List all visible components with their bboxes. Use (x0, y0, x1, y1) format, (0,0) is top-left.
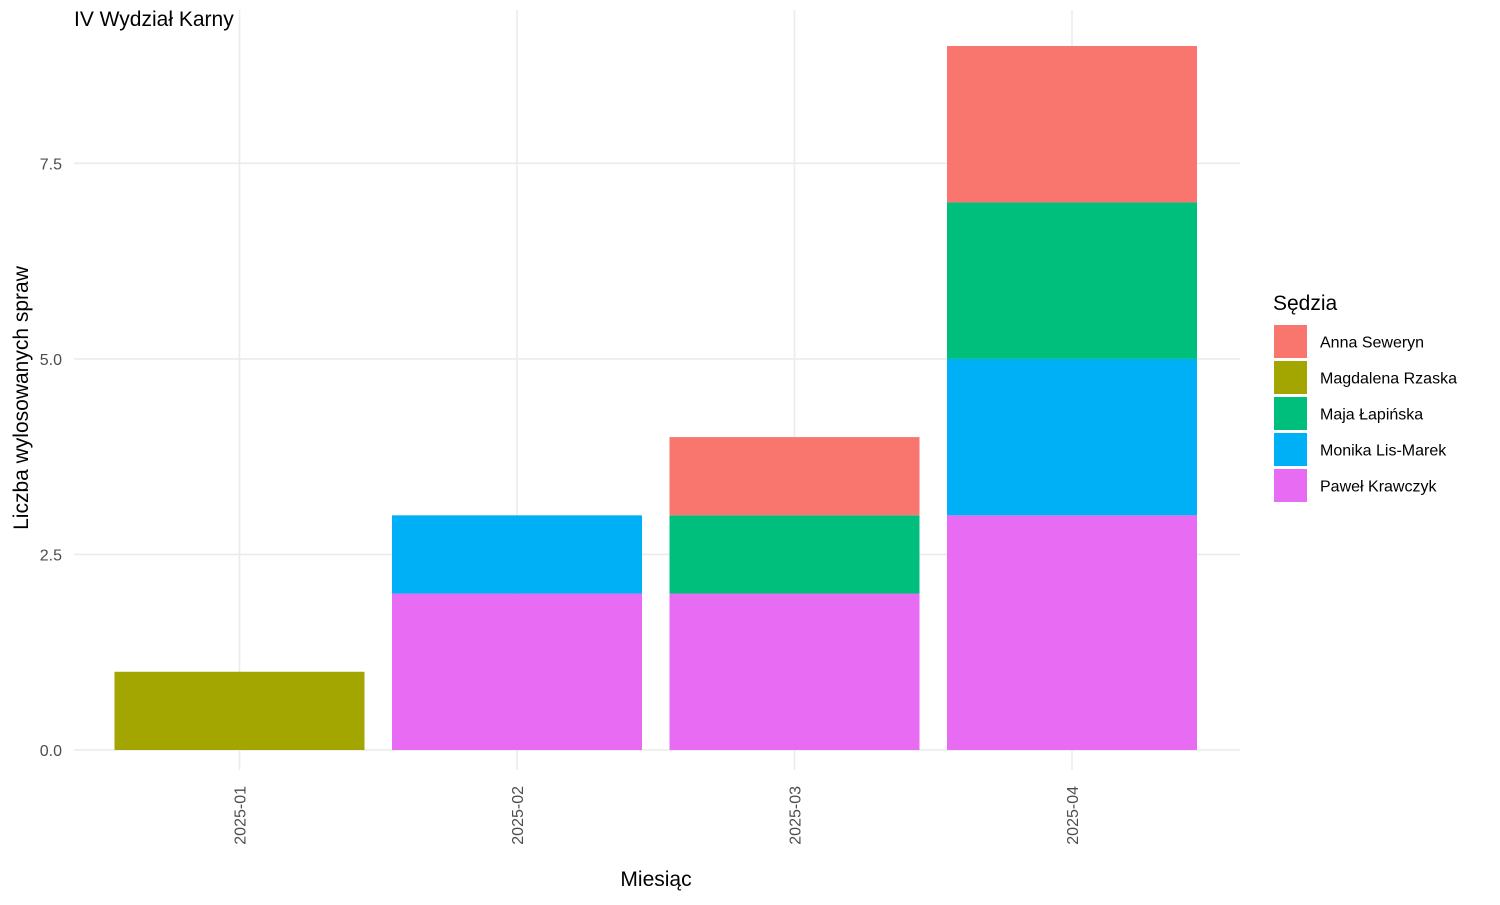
x-tick-label: 2025-01 (233, 786, 250, 845)
legend-key (1274, 397, 1307, 430)
y-tick-label: 0.0 (40, 743, 62, 760)
legend-key (1274, 325, 1307, 358)
legend-title: Sędzia (1273, 292, 1338, 315)
bars (114, 46, 1197, 750)
x-tick-label: 2025-02 (510, 786, 527, 845)
legend: Sędzia Anna Seweryn Magdalena Rzaska Maja … (1273, 292, 1457, 502)
y-tick-label: 2.5 (40, 547, 62, 564)
legend-label: Maja Łapińska (1320, 407, 1423, 424)
legend-key (1274, 361, 1307, 394)
bar-segment (669, 515, 920, 594)
y-tick-label: 7.5 (40, 156, 62, 173)
legend-key (1274, 469, 1307, 502)
legend-key (1274, 433, 1307, 466)
bar-segment (947, 46, 1197, 203)
legend-label: Anna Seweryn (1320, 335, 1424, 352)
x-axis-title: Miesiąc (620, 868, 691, 891)
bar-segment (392, 593, 642, 750)
y-tick-label: 5.0 (40, 352, 62, 369)
legend-label: Monika Lis-Marek (1320, 443, 1447, 460)
legend-label: Magdalena Rzaska (1320, 371, 1457, 388)
bar-segment (114, 671, 365, 750)
bar-segment (947, 202, 1197, 359)
x-tick-labels: 2025-01 2025-02 2025-03 2025-04 (233, 786, 1083, 845)
bar-segment (947, 515, 1197, 750)
bar-segment (669, 593, 920, 750)
y-axis-title: Liczba wylosowanych spraw (10, 265, 33, 530)
y-tick-labels: 0.0 2.5 5.0 7.5 (40, 156, 62, 760)
chart-title: IV Wydział Karny (74, 8, 234, 31)
bar-segment (947, 358, 1197, 516)
bar-segment (669, 437, 920, 516)
legend-label: Paweł Krawczyk (1320, 479, 1437, 496)
x-tick-label: 2025-04 (1065, 786, 1082, 845)
x-tick-label: 2025-03 (788, 786, 805, 845)
bar-segment (392, 515, 642, 594)
